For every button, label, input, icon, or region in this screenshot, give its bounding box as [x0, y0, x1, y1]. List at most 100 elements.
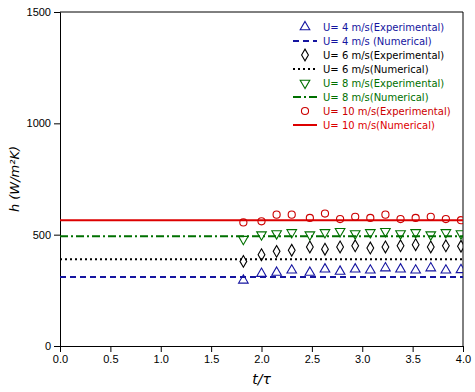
- tick-mark: [54, 12, 60, 13]
- tick-mark: [211, 346, 212, 352]
- point: [320, 230, 330, 238]
- point: [396, 231, 406, 239]
- y-axis-title: h (W/m²K): [7, 146, 22, 212]
- point: [427, 213, 434, 220]
- point: [442, 216, 449, 223]
- tick-label: 4.0: [456, 353, 471, 365]
- tick-label: 3.5: [405, 353, 420, 365]
- point: [381, 229, 391, 237]
- point: [257, 268, 267, 276]
- point: [257, 232, 267, 240]
- point: [258, 249, 265, 261]
- legend-label: U= 8 m/s(Experimental): [323, 78, 444, 89]
- legend-item: U= 8 m/s(Numerical): [293, 92, 429, 103]
- point: [382, 241, 389, 253]
- point: [366, 265, 376, 273]
- legend-line: [293, 40, 317, 42]
- point: [240, 219, 247, 226]
- point: [321, 210, 328, 217]
- point: [458, 240, 463, 252]
- point: [305, 232, 315, 240]
- point: [366, 230, 376, 238]
- frame-line: [463, 12, 464, 346]
- plot: 0.00.51.01.52.02.53.03.54.0050010001500U…: [27, 6, 472, 365]
- legend-label: U= 10 m/s(Numerical): [323, 120, 435, 131]
- legend-label: U= 4 m/s(Experimental): [323, 22, 444, 33]
- tick-mark: [413, 346, 414, 352]
- legend-label: U= 8 m/s(Numerical): [323, 92, 429, 103]
- point: [352, 240, 359, 252]
- point: [240, 256, 247, 268]
- legend-item: U= 6 m/s(Experimental): [302, 49, 445, 61]
- point: [381, 263, 391, 271]
- frame-line: [60, 12, 463, 13]
- tick: 1.0: [154, 346, 169, 365]
- tick-mark: [262, 346, 263, 352]
- point: [335, 266, 345, 274]
- point: [397, 216, 404, 223]
- tick-mark: [463, 346, 464, 352]
- point: [258, 218, 265, 225]
- y-axis: 050010001500: [27, 6, 61, 352]
- tick-label: 0: [45, 340, 51, 352]
- point: [426, 263, 436, 271]
- x-axis-line: [61, 347, 464, 353]
- tick-mark: [161, 346, 162, 352]
- point: [441, 265, 451, 273]
- chart: 0.00.51.01.52.02.53.03.54.0050010001500U…: [0, 0, 475, 392]
- point: [273, 245, 280, 257]
- point: [411, 265, 421, 273]
- point: [442, 240, 449, 252]
- tick: 0: [45, 340, 60, 352]
- legend-item: U= 8 m/s(Experimental): [300, 78, 444, 89]
- tick: 4.0: [456, 346, 471, 365]
- legend-item: U= 4 m/s (Numerical): [293, 36, 432, 47]
- point: [456, 264, 463, 272]
- tick-label: 3.0: [355, 353, 370, 365]
- point: [382, 211, 389, 218]
- point: [426, 232, 436, 240]
- tick-label: 1.5: [204, 353, 219, 365]
- y-axis-line: [54, 13, 61, 347]
- tick-mark: [110, 346, 111, 352]
- tick-mark: [312, 346, 313, 352]
- legend-label: U= 6 m/s(Experimental): [323, 50, 444, 61]
- point: [367, 242, 374, 254]
- legend: U= 4 m/s(Experimental) U= 4 m/s (Numerica…: [293, 21, 451, 130]
- legend-line: [293, 96, 317, 98]
- legend-item: U= 10 m/s(Experimental): [301, 106, 450, 117]
- point: [396, 264, 406, 272]
- point: [337, 216, 344, 223]
- legend-item: U= 4 m/s(Experimental): [300, 21, 444, 32]
- point: [411, 230, 421, 238]
- tick: 500: [33, 229, 60, 241]
- point: [397, 240, 404, 252]
- tick: 3.5: [405, 346, 420, 365]
- point: [456, 231, 463, 239]
- x-axis: 0.00.51.01.52.02.53.03.54.0: [53, 346, 471, 365]
- tick-label: 1.0: [154, 353, 169, 365]
- point: [273, 211, 280, 218]
- point: [412, 214, 419, 221]
- tick-mark: [54, 346, 60, 347]
- point: [288, 244, 295, 256]
- point: [367, 214, 374, 221]
- legend-marker: [300, 80, 310, 88]
- point: [350, 231, 360, 239]
- point: [337, 241, 344, 253]
- legend-item: U= 6 m/s(Numerical): [293, 64, 429, 75]
- tick: 0.0: [53, 346, 68, 365]
- tick-mark: [362, 346, 363, 352]
- point: [272, 231, 282, 239]
- legend-marker: [300, 21, 310, 29]
- point: [427, 241, 434, 253]
- tick: 0.5: [103, 346, 118, 365]
- tick-label: 0.0: [53, 353, 68, 365]
- tick: 1500: [27, 6, 60, 18]
- tick-label: 2.5: [305, 353, 320, 365]
- x-axis-title: t/τ: [252, 371, 271, 387]
- point: [305, 267, 315, 275]
- point: [288, 211, 295, 218]
- point: [306, 214, 313, 221]
- tick-label: 1500: [27, 6, 51, 18]
